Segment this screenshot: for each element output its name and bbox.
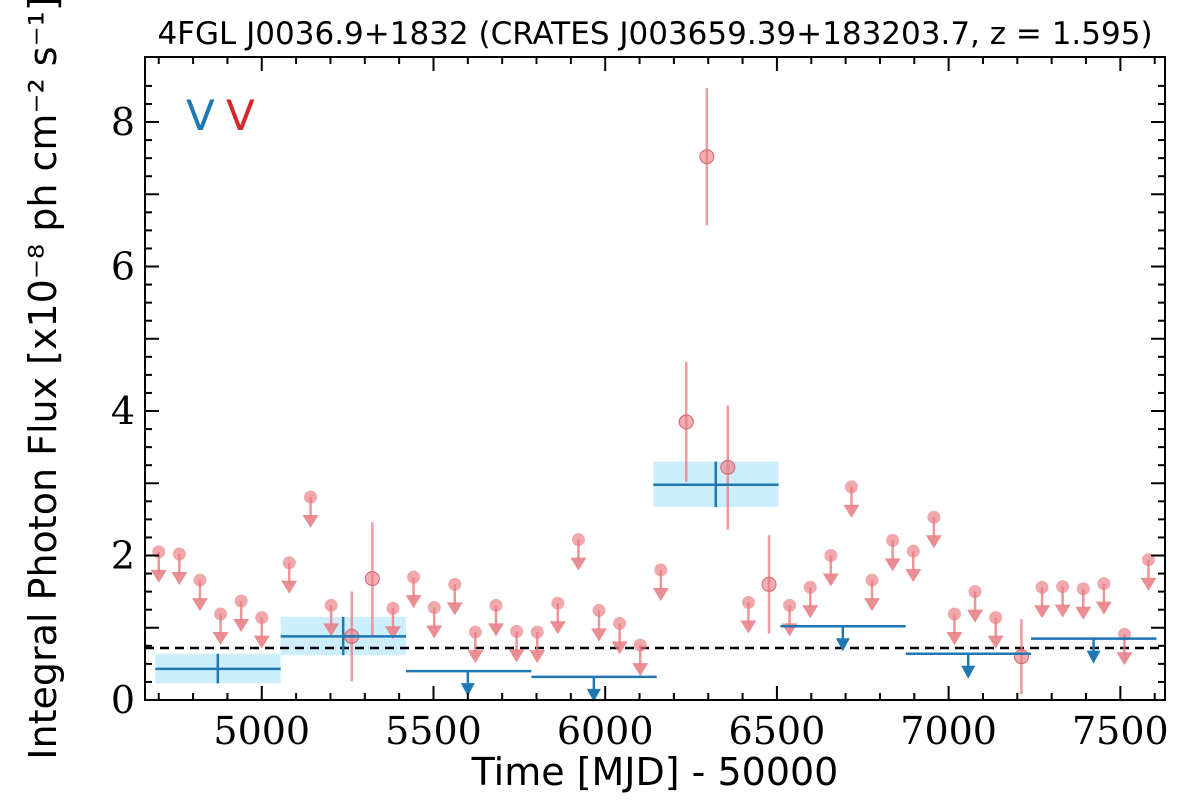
short-bin-ul-arrow-1 [171,572,188,586]
y-tick-label: 8 [111,100,135,144]
short-bin-ul-arrow-9 [384,626,401,640]
short-bin-point-3 [699,149,715,165]
x-tick-label: 6500 [729,709,826,753]
long-bin-ul-arrow-3 [961,665,976,679]
x-tick-label: 5500 [385,709,482,753]
short-bin-point-5 [761,576,777,592]
x-tick-label: 6000 [557,709,654,753]
short-bin-ul-arrow-11 [426,625,443,639]
short-bin-ul-arrow-21 [632,663,649,677]
short-bin-ul-arrow-19 [591,628,608,642]
short-bin-ul-arrow-32 [946,632,963,646]
short-bin-ul-arrow-7 [302,514,319,528]
legend-mark-long-bin: V [186,91,215,140]
short-bin-ul-arrow-3 [212,632,229,646]
short-bin-ul-arrow-26 [822,573,839,587]
long-bin-ul-arrow-1 [586,688,601,702]
plot-area: 5000 5500 6000 6500 7000 7500 0 2 4 6 8 [111,56,1169,753]
y-axis-label: Integral Photon Flux [x10⁻⁸ ph cm⁻² s⁻¹] [21,0,65,760]
short-bin-ul-arrow-18 [570,557,587,571]
y-tick-label: 6 [111,245,135,289]
y-tick-label: 4 [111,389,135,433]
short-bin-ul-arrow-23 [740,620,757,634]
short-bin-ul-arrow-15 [508,649,525,663]
short-bin-ul-arrow-34 [987,635,1004,649]
short-bin-ul-arrow-4 [233,619,250,633]
short-bin-ul-arrow-28 [864,598,881,612]
short-bin-ul-arrow-31 [925,535,942,549]
long-bin-ul-arrow-0 [460,683,475,697]
chart-title: 4FGL J0036.9+1832 (CRATES J003659.39+183… [157,16,1152,52]
short-bin-ul-arrow-39 [1116,652,1133,666]
short-bin-point-6 [1013,649,1029,665]
short-bin-ul-arrow-13 [467,650,484,664]
short-bin-ul-arrow-37 [1075,606,1092,620]
short-bin-ul-arrow-29 [884,558,901,572]
y-tick-label: 0 [111,678,135,722]
long-bin-ul-arrow-4 [1086,650,1101,664]
short-bin-point-2 [678,414,694,430]
plot-frame [144,56,1166,701]
short-bin-ul-arrow-25 [802,605,819,619]
x-axis-label: Time [MJD] - 50000 [471,750,839,794]
short-bin-ul-arrow-17 [549,621,566,635]
short-bin-ul-arrow-22 [652,587,669,601]
short-bin-ul-arrow-2 [191,598,208,612]
long-bin-ul-arrow-2 [835,638,850,652]
short-bin-ul-arrow-8 [323,623,340,637]
short-bin-ul-arrow-30 [905,569,922,583]
short-bin-ul-arrow-27 [843,504,860,518]
x-tick-label: 5000 [213,709,310,753]
short-bin-ul-arrow-16 [529,650,546,664]
legend: V V [186,91,255,140]
short-bin-ul-arrow-10 [405,595,422,609]
x-tick-label: 7500 [1072,709,1169,753]
short-bin-ul-arrow-33 [967,609,984,623]
short-bin-point-1 [364,571,380,587]
x-tick-label: 7000 [900,709,997,753]
short-bin-ul-arrow-0 [150,569,167,583]
short-bin-ul-arrow-40 [1140,577,1157,591]
legend-mark-short-bin: V [226,91,255,140]
short-bin-ul-arrow-36 [1054,604,1071,618]
short-bin-ul-arrow-6 [281,580,298,594]
short-bin-ul-arrow-12 [446,602,463,616]
short-bin-ul-arrow-20 [611,641,628,655]
y-tick-label: 2 [111,534,135,578]
short-bin-ul-arrow-5 [253,635,270,649]
short-bin-ul-arrow-35 [1034,605,1051,619]
short-bin-ul-arrow-14 [487,623,504,637]
short-bin-point-4 [720,459,736,475]
short-bin-ul-arrow-38 [1095,601,1112,615]
